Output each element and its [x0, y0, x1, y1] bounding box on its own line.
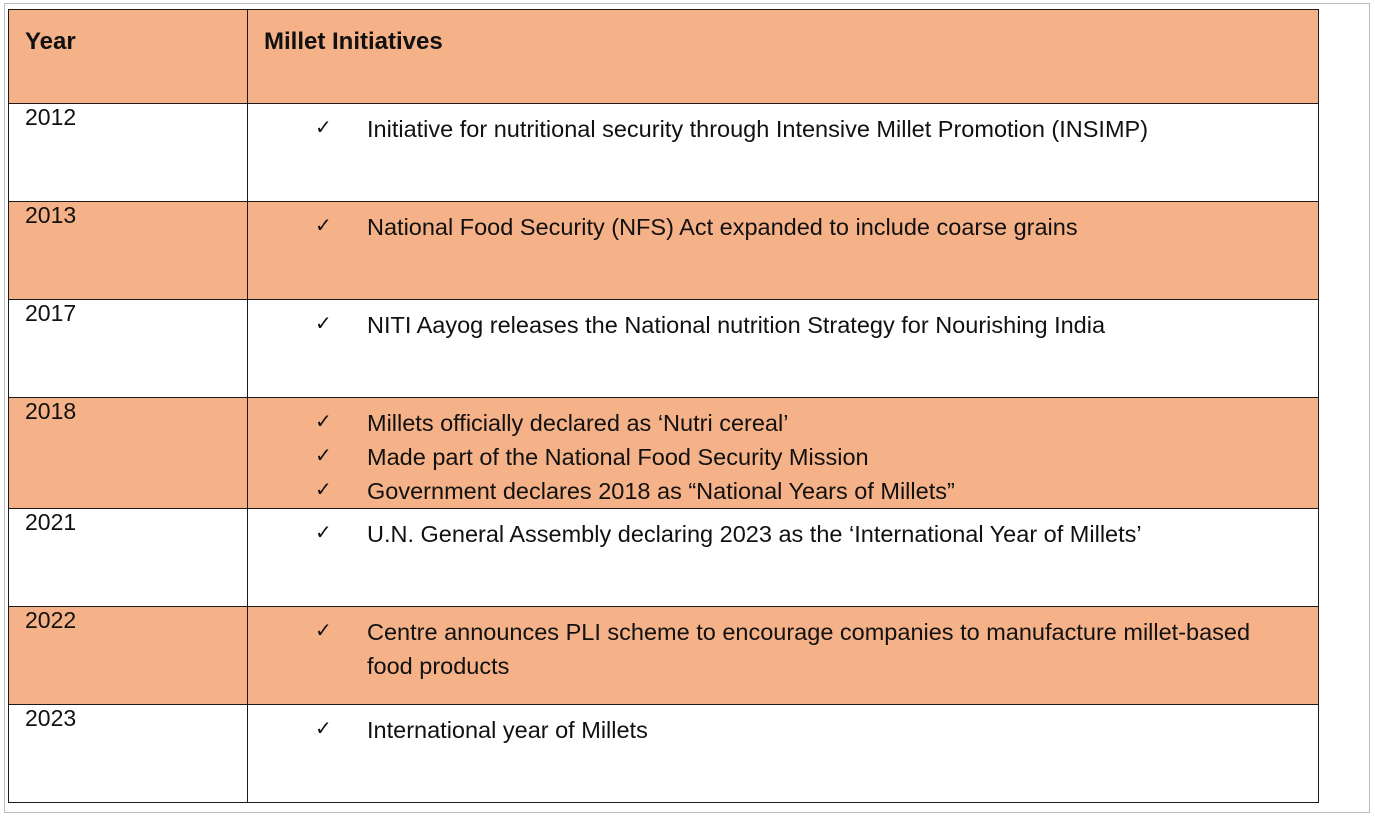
initiative-item: ✓ NITI Aayog releases the National nutrit…	[315, 308, 1278, 342]
initiative-text: NITI Aayog releases the National nutriti…	[367, 312, 1106, 338]
checkmark-icon: ✓	[315, 618, 332, 642]
checkmark-icon: ✓	[315, 115, 332, 139]
initiative-text: Millets officially declared as ‘Nutri ce…	[367, 410, 789, 436]
initiative-list: ✓ NITI Aayog releases the National nutrit…	[248, 308, 1318, 342]
initiative-item: ✓ U.N. General Assembly declaring 2023 as…	[315, 517, 1278, 551]
initiative-list: ✓ Centre announces PLI scheme to encourag…	[248, 615, 1318, 683]
table-row: 2018 ✓ Millets officially declared as ‘Nu…	[8, 397, 1319, 509]
initiative-list: ✓ National Food Security (NFS) Act expand…	[248, 210, 1318, 244]
initiative-text: Made part of the National Food Security …	[367, 444, 869, 470]
initiatives-cell: ✓ NITI Aayog releases the National nutrit…	[247, 299, 1319, 398]
initiative-text: Initiative for nutritional security thro…	[367, 116, 1149, 142]
initiative-list: ✓ U.N. General Assembly declaring 2023 as…	[248, 517, 1318, 551]
checkmark-icon: ✓	[315, 443, 332, 467]
initiative-item: ✓ Government declares 2018 as “National Y…	[315, 474, 1278, 508]
year-cell: 2017	[8, 299, 248, 398]
initiative-item: ✓ Centre announces PLI scheme to encourag…	[315, 615, 1278, 683]
initiatives-cell: ✓ International year of Millets	[247, 704, 1319, 803]
table-row: 2021 ✓ U.N. General Assembly declaring 20…	[8, 508, 1319, 607]
initiative-text: U.N. General Assembly declaring 2023 as …	[367, 521, 1142, 547]
header-year: Year	[8, 9, 248, 104]
table-header-row: Year Millet Initiatives	[8, 9, 1319, 104]
table-row: 2017 ✓ NITI Aayog releases the National n…	[8, 299, 1319, 398]
initiative-item: ✓ International year of Millets	[315, 713, 1278, 747]
table-row: 2022 ✓ Centre announces PLI scheme to enc…	[8, 606, 1319, 705]
initiative-list: ✓ Initiative for nutritional security thr…	[248, 112, 1318, 146]
checkmark-icon: ✓	[315, 716, 332, 740]
initiative-text: Government declares 2018 as “National Ye…	[367, 478, 955, 504]
table-row: 2013 ✓ National Food Security (NFS) Act e…	[8, 201, 1319, 300]
initiative-text: International year of Millets	[367, 717, 648, 743]
year-cell: 2012	[8, 103, 248, 202]
initiative-text: Centre announces PLI scheme to encourage…	[367, 619, 1251, 679]
initiative-list: ✓ International year of Millets	[248, 713, 1318, 747]
initiative-list: ✓ Millets officially declared as ‘Nutri c…	[248, 406, 1318, 508]
checkmark-icon: ✓	[315, 520, 332, 544]
checkmark-icon: ✓	[315, 213, 332, 237]
year-cell: 2021	[8, 508, 248, 607]
initiative-item: ✓ Millets officially declared as ‘Nutri c…	[315, 406, 1278, 440]
checkmark-icon: ✓	[315, 409, 332, 433]
checkmark-icon: ✓	[315, 311, 332, 335]
year-cell: 2023	[8, 704, 248, 803]
initiatives-cell: ✓ Millets officially declared as ‘Nutri c…	[247, 397, 1319, 509]
initiatives-cell: ✓ Initiative for nutritional security thr…	[247, 103, 1319, 202]
initiatives-cell: ✓ U.N. General Assembly declaring 2023 as…	[247, 508, 1319, 607]
initiative-item: ✓ Initiative for nutritional security thr…	[315, 112, 1278, 146]
year-cell: 2022	[8, 606, 248, 705]
initiative-item: ✓ National Food Security (NFS) Act expand…	[315, 210, 1278, 244]
millet-initiatives-table: Year Millet Initiatives 2012 ✓ Initiative…	[8, 9, 1319, 803]
initiatives-cell: ✓ Centre announces PLI scheme to encourag…	[247, 606, 1319, 705]
checkmark-icon: ✓	[315, 477, 332, 501]
initiative-text: National Food Security (NFS) Act expande…	[367, 214, 1078, 240]
initiative-item: ✓ Made part of the National Food Security…	[315, 440, 1278, 474]
year-cell: 2013	[8, 201, 248, 300]
initiatives-cell: ✓ National Food Security (NFS) Act expand…	[247, 201, 1319, 300]
table-row: 2012 ✓ Initiative for nutritional securit…	[8, 103, 1319, 202]
year-cell: 2018	[8, 397, 248, 509]
header-initiatives: Millet Initiatives	[247, 9, 1319, 104]
table-row: 2023 ✓ International year of Millets	[8, 704, 1319, 803]
